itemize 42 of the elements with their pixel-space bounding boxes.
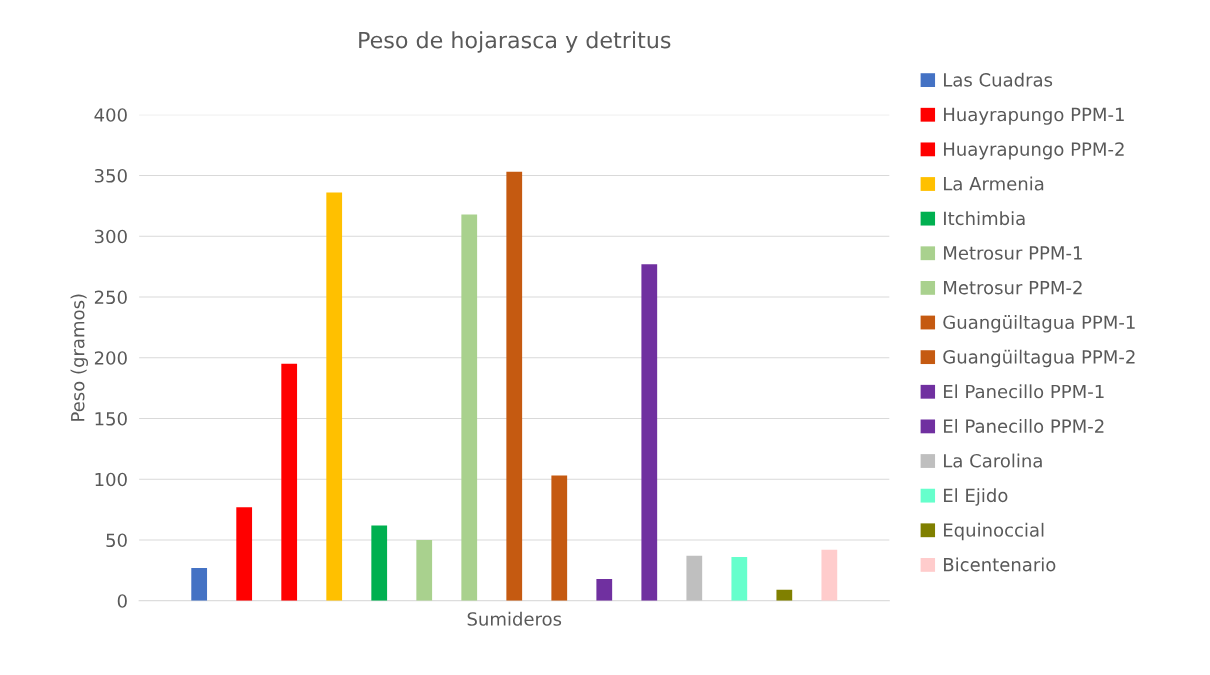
legend-label: Guangüiltagua PPM-1 bbox=[943, 315, 1135, 333]
y-tick-label: 0 bbox=[117, 594, 127, 608]
y-tick-label: 300 bbox=[94, 229, 127, 244]
bar bbox=[326, 192, 343, 601]
bar bbox=[551, 475, 568, 601]
bar bbox=[776, 589, 793, 601]
bar bbox=[641, 264, 658, 601]
y-tick-label: 400 bbox=[94, 108, 127, 122]
legend-label: El Panecillo PPM-2 bbox=[944, 418, 1104, 433]
legend-label: Las Cuadras bbox=[944, 72, 1053, 87]
y-tick-label: 150 bbox=[95, 411, 127, 426]
legend-label: Guangüiltagua PPM-2 bbox=[943, 349, 1135, 368]
bar bbox=[236, 507, 253, 601]
y-tick-label: 250 bbox=[94, 290, 127, 305]
chart-title: Peso de hojarasca y detritus bbox=[359, 31, 671, 53]
legend-label: Itchimbia bbox=[944, 211, 1025, 226]
bar bbox=[596, 578, 613, 601]
legend-label: Metrosur PPM-2 bbox=[944, 280, 1082, 295]
y-tick-label: 100 bbox=[95, 472, 127, 487]
legend-label: Metrosur PPM-1 bbox=[944, 246, 1082, 260]
y-axis-title: Peso (gramos) bbox=[70, 294, 89, 421]
y-tick-label: 50 bbox=[106, 533, 127, 548]
legend-label: La Carolina bbox=[944, 453, 1042, 468]
legend-label: Bicentenario bbox=[944, 557, 1056, 572]
legend-label: El Ejido bbox=[944, 488, 1008, 506]
bar bbox=[461, 214, 478, 601]
bar bbox=[281, 363, 298, 601]
legend-label: El Panecillo PPM-1 bbox=[944, 384, 1104, 399]
bar bbox=[416, 540, 433, 601]
y-tick-label: 200 bbox=[94, 351, 127, 365]
bar bbox=[506, 171, 523, 601]
bar bbox=[731, 557, 748, 601]
bar bbox=[371, 525, 388, 601]
bar bbox=[821, 549, 838, 601]
legend-label: La Armenia bbox=[944, 176, 1044, 191]
bar bbox=[191, 567, 208, 601]
legend-label: Huayrapungo PPM-2 bbox=[944, 142, 1124, 160]
x-tick-label: Sumideros bbox=[467, 611, 562, 626]
legend-label: Equinoccial bbox=[944, 522, 1044, 541]
legend-label: Huayrapungo PPM-1 bbox=[944, 107, 1124, 125]
bar bbox=[686, 555, 703, 601]
y-tick-label: 350 bbox=[94, 168, 127, 183]
